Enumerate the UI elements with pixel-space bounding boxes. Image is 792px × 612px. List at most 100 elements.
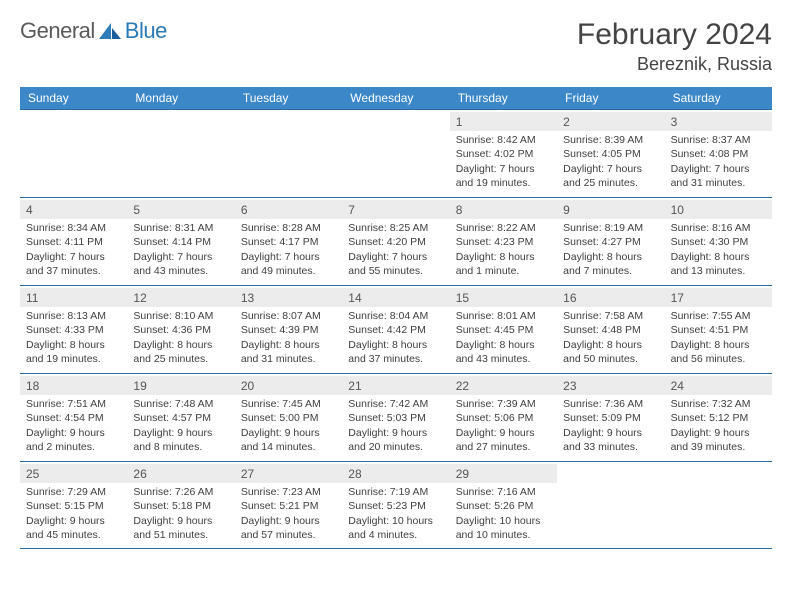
daylight-value: Daylight: 8 hours and 19 minutes. (26, 338, 121, 366)
calendar-cell: 4Sunrise: 8:34 AMSunset: 4:11 PMDaylight… (20, 197, 127, 285)
daylight-value: Daylight: 8 hours and 13 minutes. (671, 250, 766, 278)
sunset-value: Sunset: 4:02 PM (456, 147, 551, 161)
calendar-cell: 1Sunrise: 8:42 AMSunset: 4:02 PMDaylight… (450, 109, 557, 197)
sunrise-value: Sunrise: 7:42 AM (348, 397, 443, 411)
calendar-cell (557, 461, 664, 549)
sunrise-value: Sunrise: 7:36 AM (563, 397, 658, 411)
daylight-value: Daylight: 8 hours and 37 minutes. (348, 338, 443, 366)
brand-word-1: General (20, 18, 95, 44)
sunrise-value: Sunrise: 8:04 AM (348, 309, 443, 323)
sunrise-value: Sunrise: 8:28 AM (241, 221, 336, 235)
daylight-value: Daylight: 7 hours and 31 minutes. (671, 162, 766, 190)
day-number: 17 (665, 288, 772, 307)
weekday-header-row: SundayMondayTuesdayWednesdayThursdayFrid… (20, 87, 772, 109)
calendar-cell: 11Sunrise: 8:13 AMSunset: 4:33 PMDayligh… (20, 285, 127, 373)
daylight-value: Daylight: 8 hours and 7 minutes. (563, 250, 658, 278)
day-number: 6 (235, 200, 342, 219)
sunrise-value: Sunrise: 8:31 AM (133, 221, 228, 235)
sunset-value: Sunset: 4:30 PM (671, 235, 766, 249)
month-title: February 2024 (577, 18, 772, 52)
daylight-value: Daylight: 9 hours and 45 minutes. (26, 514, 121, 542)
daylight-value: Daylight: 9 hours and 39 minutes. (671, 426, 766, 454)
sunrise-value: Sunrise: 7:55 AM (671, 309, 766, 323)
sunrise-value: Sunrise: 8:07 AM (241, 309, 336, 323)
calendar-cell: 26Sunrise: 7:26 AMSunset: 5:18 PMDayligh… (127, 461, 234, 549)
sunrise-value: Sunrise: 7:16 AM (456, 485, 551, 499)
day-number: 8 (450, 200, 557, 219)
calendar-cell: 22 Sunrise: 7:39 AMSunset: 5:06 PMDayligh… (450, 373, 557, 461)
sunset-value: Sunset: 5:23 PM (348, 499, 443, 513)
calendar-cell: 24Sunrise: 7:32 AMSunset: 5:12 PMDayligh… (665, 373, 772, 461)
daylight-value: Daylight: 9 hours and 57 minutes. (241, 514, 336, 542)
calendar-cell: 23Sunrise: 7:36 AMSunset: 5:09 PMDayligh… (557, 373, 664, 461)
sunset-value: Sunset: 4:48 PM (563, 323, 658, 337)
daylight-value: Daylight: 9 hours and 20 minutes. (348, 426, 443, 454)
day-number: 7 (342, 200, 449, 219)
calendar-cell: 27Sunrise: 7:23 AMSunset: 5:21 PMDayligh… (235, 461, 342, 549)
daylight-value: Daylight: 8 hours and 1 minute. (456, 250, 551, 278)
day-number: 23 (557, 376, 664, 395)
sunrise-value: Sunrise: 7:23 AM (241, 485, 336, 499)
weekday-header: Friday (557, 87, 664, 109)
sunrise-value: Sunrise: 8:01 AM (456, 309, 551, 323)
daylight-value: Daylight: 10 hours and 10 minutes. (456, 514, 551, 542)
sunset-value: Sunset: 4:17 PM (241, 235, 336, 249)
brand-word-2: Blue (125, 18, 167, 44)
calendar-cell: 9Sunrise: 8:19 AMSunset: 4:27 PMDaylight… (557, 197, 664, 285)
sunset-value: Sunset: 5:06 PM (456, 411, 551, 425)
title-block: February 2024 Bereznik, Russia (577, 18, 772, 75)
day-number: 15 (450, 288, 557, 307)
sunrise-value: Sunrise: 7:32 AM (671, 397, 766, 411)
daylight-value: Daylight: 9 hours and 8 minutes. (133, 426, 228, 454)
daylight-value: Daylight: 7 hours and 43 minutes. (133, 250, 228, 278)
sunset-value: Sunset: 4:08 PM (671, 147, 766, 161)
day-number: 10 (665, 200, 772, 219)
sunset-value: Sunset: 4:11 PM (26, 235, 121, 249)
daylight-value: Daylight: 8 hours and 31 minutes. (241, 338, 336, 366)
sunrise-value: Sunrise: 7:39 AM (456, 397, 551, 411)
sunset-value: Sunset: 5:00 PM (241, 411, 336, 425)
daylight-value: Daylight: 7 hours and 55 minutes. (348, 250, 443, 278)
sunset-value: Sunset: 5:03 PM (348, 411, 443, 425)
day-number: 16 (557, 288, 664, 307)
sunset-value: Sunset: 4:51 PM (671, 323, 766, 337)
sunrise-value: Sunrise: 8:19 AM (563, 221, 658, 235)
day-number: 4 (20, 200, 127, 219)
calendar-cell: 5Sunrise: 8:31 AMSunset: 4:14 PMDaylight… (127, 197, 234, 285)
sunset-value: Sunset: 4:23 PM (456, 235, 551, 249)
weekday-header: Thursday (450, 87, 557, 109)
calendar-cell (342, 109, 449, 197)
page-header: General Blue February 2024 Bereznik, Rus… (20, 18, 772, 75)
calendar-cell (127, 109, 234, 197)
day-number: 13 (235, 288, 342, 307)
calendar-cell: 15Sunrise: 8:01 AMSunset: 4:45 PMDayligh… (450, 285, 557, 373)
sunset-value: Sunset: 4:42 PM (348, 323, 443, 337)
calendar-grid: 1Sunrise: 8:42 AMSunset: 4:02 PMDaylight… (20, 109, 772, 549)
weekday-header: Saturday (665, 87, 772, 109)
daylight-value: Daylight: 10 hours and 4 minutes. (348, 514, 443, 542)
sunset-value: Sunset: 4:57 PM (133, 411, 228, 425)
day-number: 9 (557, 200, 664, 219)
calendar-cell: 6Sunrise: 8:28 AMSunset: 4:17 PMDaylight… (235, 197, 342, 285)
day-number: 22 (450, 376, 557, 395)
day-number: 21 (342, 376, 449, 395)
daylight-value: Daylight: 9 hours and 27 minutes. (456, 426, 551, 454)
sunrise-value: Sunrise: 8:42 AM (456, 133, 551, 147)
sunrise-value: Sunrise: 7:51 AM (26, 397, 121, 411)
calendar-cell: 8Sunrise: 8:22 AMSunset: 4:23 PMDaylight… (450, 197, 557, 285)
sunset-value: Sunset: 4:05 PM (563, 147, 658, 161)
day-number: 25 (20, 464, 127, 483)
brand-logo: General Blue (20, 18, 167, 44)
weekday-header: Wednesday (342, 87, 449, 109)
sunset-value: Sunset: 4:45 PM (456, 323, 551, 337)
weekday-header: Sunday (20, 87, 127, 109)
calendar-cell: 16Sunrise: 7:58 AMSunset: 4:48 PMDayligh… (557, 285, 664, 373)
daylight-value: Daylight: 7 hours and 37 minutes. (26, 250, 121, 278)
daylight-value: Daylight: 9 hours and 33 minutes. (563, 426, 658, 454)
sunrise-value: Sunrise: 8:13 AM (26, 309, 121, 323)
sunset-value: Sunset: 5:15 PM (26, 499, 121, 513)
location-label: Bereznik, Russia (577, 54, 772, 75)
calendar-cell: 19Sunrise: 7:48 AMSunset: 4:57 PMDayligh… (127, 373, 234, 461)
day-number: 24 (665, 376, 772, 395)
day-number: 2 (557, 112, 664, 131)
